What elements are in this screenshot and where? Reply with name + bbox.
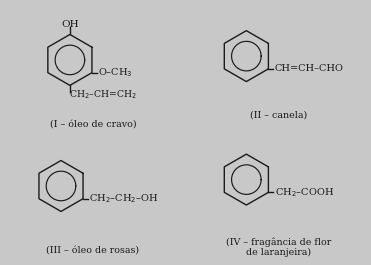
- Text: O–CH$_3$: O–CH$_3$: [98, 66, 132, 79]
- Text: CH$_2$–COOH: CH$_2$–COOH: [275, 186, 334, 199]
- Text: OH: OH: [61, 20, 79, 29]
- Text: CH$_2$–CH$_2$–OH: CH$_2$–CH$_2$–OH: [89, 192, 159, 205]
- Text: CH$_2$–CH=CH$_2$: CH$_2$–CH=CH$_2$: [69, 88, 137, 100]
- Text: (III – óleo de rosas): (III – óleo de rosas): [46, 245, 139, 254]
- Text: (IV – fragância de flor
de laranjeira): (IV – fragância de flor de laranjeira): [226, 237, 331, 257]
- Text: (I – óleo de cravo): (I – óleo de cravo): [49, 119, 136, 128]
- Text: (II – canela): (II – canela): [250, 110, 307, 119]
- Text: CH=CH–CHO: CH=CH–CHO: [275, 64, 344, 73]
